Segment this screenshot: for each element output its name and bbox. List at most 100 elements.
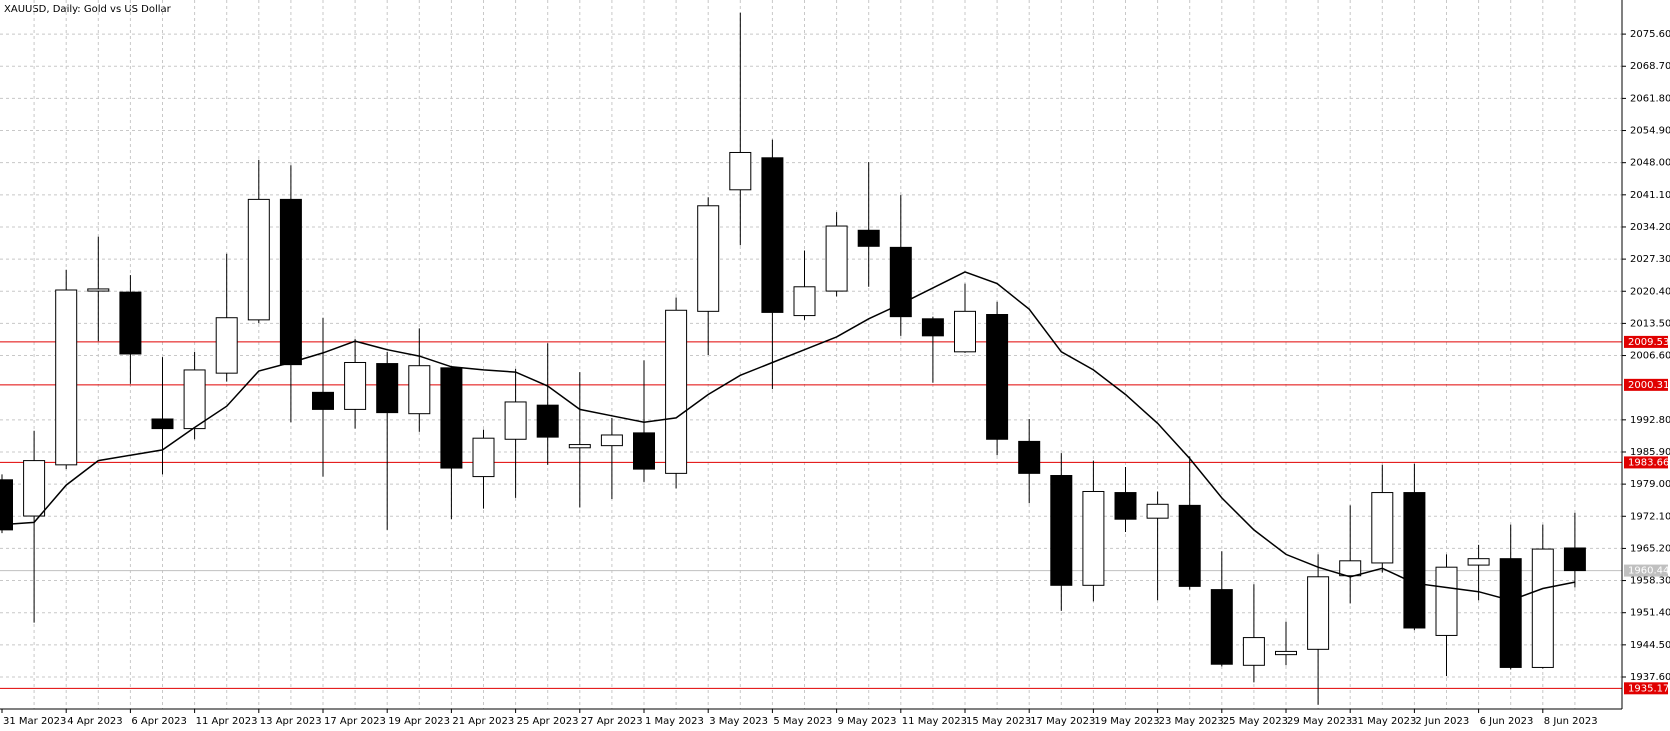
reference-line-label: 1935.17 [1628,683,1669,694]
reference-line-label: 2009.53 [1628,337,1669,348]
x-tick-label: 9 May 2023 [838,716,897,727]
candle-body [376,363,399,414]
candle-body [215,317,238,374]
candle-body [954,310,976,353]
reference-line-label: 1983.66 [1628,457,1669,468]
candle-body [247,198,270,321]
y-tick-label: 1944.50 [1630,640,1670,651]
x-tick-label: 31 May 2023 [1351,716,1416,727]
candle-body [633,432,655,470]
chart-title: XAUUSD, Daily: Gold vs US Dollar [4,4,172,15]
candle-body [55,289,78,466]
candle-body [0,479,13,531]
x-tick-label: 11 Apr 2023 [196,716,258,727]
x-tick-label: 25 Apr 2023 [517,716,579,727]
reference-line-label-box [1624,335,1668,348]
candle-body [825,225,848,292]
x-tick-label: 11 May 2023 [902,716,967,727]
y-tick-label: 2041.10 [1630,190,1670,201]
y-tick-label: 2006.60 [1630,351,1670,362]
y-tick-label: 1951.40 [1630,608,1670,619]
x-tick-label: 23 May 2023 [1159,716,1224,727]
candle-body [536,404,559,438]
candle-body [312,391,334,410]
candle-body [151,418,174,430]
reference-line-label-box [1624,456,1668,469]
candle-body [87,288,110,292]
y-tick-label: 1937.60 [1630,672,1670,683]
candle-body [1082,490,1105,586]
y-tick-label: 2013.50 [1630,318,1670,329]
reference-line-label-box [1624,682,1668,695]
candle-body [279,198,302,366]
y-tick-label: 2034.20 [1630,222,1670,233]
candle-body [408,365,431,415]
candle-body [793,286,816,317]
candle-body [665,309,688,474]
candle-body [1371,492,1394,564]
candle-body [440,367,463,469]
candle-body [183,369,206,430]
candle-body [1307,576,1330,650]
candle-body [1435,566,1458,636]
last-price-label: 1960.44 [1628,566,1669,577]
y-tick-label: 1958.30 [1630,576,1670,587]
x-tick-label: 19 Apr 2023 [388,716,450,727]
x-tick-label: 29 May 2023 [1287,716,1352,727]
candle-body [1178,504,1201,587]
x-tick-label: 8 Jun 2023 [1544,716,1598,727]
candle-body [697,205,720,312]
x-tick-label: 6 Apr 2023 [131,716,186,727]
candle-body [1563,547,1586,572]
candle-body [504,401,527,440]
candle-body [986,314,1009,440]
candle-body [472,437,495,478]
candle-body [921,318,944,337]
x-tick-label: 4 Apr 2023 [67,716,122,727]
candle-body [23,460,46,517]
y-tick-label: 2027.30 [1630,254,1670,265]
x-tick-label: 31 Mar 2023 [3,716,66,727]
candle-body [1114,492,1137,520]
reference-line-label: 2000.31 [1628,380,1669,391]
candle-body [857,229,880,247]
candle-body [1531,548,1554,668]
candle-body [1146,503,1169,519]
candle-body [344,361,367,410]
reference-line-label-box [1624,378,1668,391]
x-tick-label: 6 Jun 2023 [1480,716,1534,727]
candle-body [119,291,142,355]
candle-body [1339,560,1362,577]
candle-body [600,434,623,447]
x-tick-label: 17 Apr 2023 [324,716,386,727]
x-tick-label: 3 May 2023 [709,716,768,727]
last-price-label-box [1624,564,1668,577]
candle-body [1242,637,1265,666]
y-tick-label: 1972.10 [1630,511,1670,522]
x-tick-label: 2 Jun 2023 [1415,716,1469,727]
candle-body [729,151,752,191]
candle-body [568,444,591,449]
y-tick-label: 2020.40 [1630,286,1670,297]
y-tick-label: 2054.90 [1630,126,1670,137]
candle-body [1210,589,1233,665]
x-tick-label: 1 May 2023 [645,716,704,727]
x-tick-label: 15 May 2023 [966,716,1031,727]
y-tick-label: 2061.80 [1630,93,1670,104]
candle-body [1050,475,1073,586]
x-tick-label: 5 May 2023 [773,716,832,727]
y-tick-label: 2048.00 [1630,158,1670,169]
y-tick-label: 1965.20 [1630,543,1670,554]
candle-body [761,157,784,313]
candle-body [1467,558,1490,566]
x-tick-label: 27 Apr 2023 [581,716,643,727]
candle-body [1499,558,1522,668]
moving-average-line [1,271,1576,602]
y-tick-label: 2068.70 [1630,61,1670,72]
y-tick-label: 1992.80 [1630,415,1670,426]
x-tick-label: 21 Apr 2023 [452,716,514,727]
x-tick-label: 17 May 2023 [1030,716,1095,727]
x-tick-label: 19 May 2023 [1094,716,1159,727]
